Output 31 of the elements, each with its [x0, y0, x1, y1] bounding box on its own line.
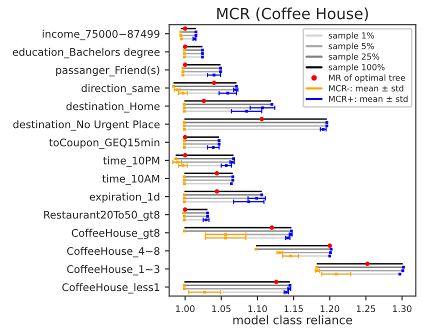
legend-label: MCR+: mean ± std: [329, 96, 408, 102]
x-tick-label: 1.15: [284, 305, 303, 312]
x-axis-title: model class reliance: [233, 315, 352, 324]
y-tick-label: CoffeeHouse_1~3: [67, 265, 160, 276]
x-tick-label: 1.05: [212, 305, 231, 312]
y-tick-label: Restaurant20To50_gt8: [44, 210, 160, 221]
chart-title: MCR (Coffee House): [217, 8, 368, 22]
y-tick-label: direction_same: [82, 84, 160, 94]
y-tick-label: CoffeeHouse_less1: [62, 283, 160, 294]
y-tick-label: destination_No Urgent Place: [13, 120, 160, 131]
legend-label: MR of optimal tree: [329, 74, 406, 82]
y-tick-label: toCoupon_GEQ15min: [49, 138, 160, 149]
legend-label: sample 25%: [328, 53, 380, 62]
x-tick-label: 1.00: [176, 305, 195, 312]
legend-label: MCR-: mean ± std: [329, 85, 404, 92]
y-tick-label: passanger_Friend(s): [56, 66, 160, 76]
legend-label: sample 5%: [328, 42, 374, 51]
y-tick-label: income_75000−87499: [42, 30, 160, 40]
y-tick-label: education_Bachelors degree: [12, 48, 160, 58]
x-tick-label: 1.30: [393, 305, 412, 312]
y-tick-label: time_10PM: [103, 156, 160, 167]
y-tick-label: CoffeeHouse_4~8: [67, 246, 160, 258]
y-tick-label: expiration_1d: [90, 192, 160, 203]
y-tick-label: destination_Home: [66, 102, 160, 113]
y-tick-label: time_10AM: [102, 174, 160, 185]
x-tick-label: 1.10: [248, 305, 267, 312]
legend-label: sample 100%: [328, 64, 385, 72]
y-tick-label: CoffeeHouse_gt8: [72, 228, 160, 240]
x-tick-label: 1.20: [320, 305, 340, 312]
legend-label: sample 1%: [328, 32, 374, 40]
x-tick-label: 1.25: [356, 305, 376, 312]
